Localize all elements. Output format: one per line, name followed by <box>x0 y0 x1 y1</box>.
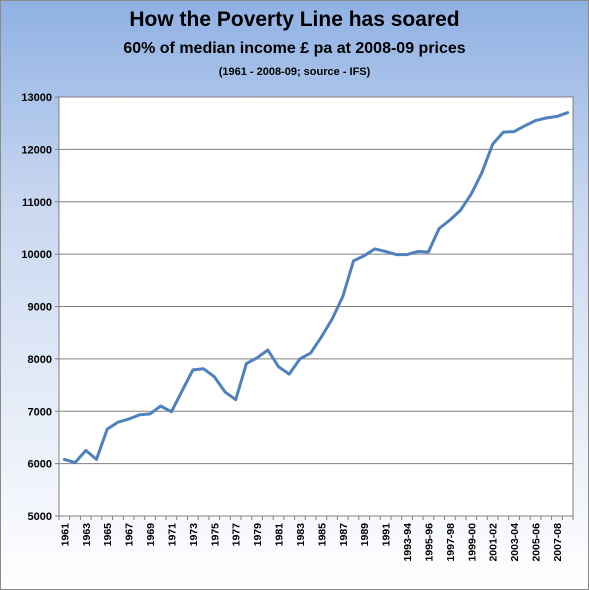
x-tick-label: 1961 <box>59 523 71 547</box>
data-point <box>427 250 430 254</box>
y-tick-label: 5000 <box>28 511 52 523</box>
x-tick-label: 1969 <box>145 523 157 547</box>
data-point <box>288 372 291 376</box>
y-tick-label: 12000 <box>21 144 52 156</box>
data-point <box>245 362 248 365</box>
data-point <box>105 427 109 431</box>
data-point <box>480 171 484 174</box>
data-point <box>373 247 377 251</box>
chart-title: How the Poverty Line has soared <box>129 8 460 31</box>
x-tick-label: 2007-08 <box>552 523 564 562</box>
x-tick-label: 1983 <box>295 523 307 547</box>
x-tick-label: 1975 <box>209 523 221 547</box>
y-tick-label: 6000 <box>28 459 52 471</box>
x-tick-label: 1993-94 <box>402 523 414 562</box>
data-point <box>73 461 77 464</box>
x-tick-label: 2005-06 <box>531 523 543 562</box>
y-tick-label: 8000 <box>28 354 52 366</box>
data-point <box>502 130 505 134</box>
data-point <box>416 250 419 253</box>
y-tick-label: 7000 <box>28 406 52 418</box>
data-point <box>277 365 280 368</box>
data-point <box>534 119 537 122</box>
data-point <box>298 357 302 361</box>
data-point <box>84 449 87 452</box>
data-point <box>523 124 527 128</box>
data-point <box>405 253 409 256</box>
chart-note: (1961 - 2008-09; source - IFS) <box>218 66 371 78</box>
x-tick-label: 1981 <box>274 523 286 547</box>
x-tick-label: 1977 <box>231 523 243 547</box>
data-point <box>545 116 548 120</box>
x-tick-label: 2001-02 <box>488 523 500 562</box>
data-point <box>234 398 237 401</box>
data-point <box>255 356 259 360</box>
data-point <box>116 421 120 424</box>
chart-subtitle: 60% of median income £ pa at 2008-09 pri… <box>123 40 466 57</box>
data-point <box>180 389 184 393</box>
data-point <box>566 111 569 114</box>
data-point <box>459 208 462 212</box>
x-tick-label: 1995-96 <box>423 523 435 562</box>
data-point <box>127 417 130 421</box>
data-point <box>437 227 441 230</box>
x-tick-label: 1965 <box>102 523 114 547</box>
data-point <box>148 412 152 416</box>
gridlines <box>59 96 573 465</box>
x-tick-label: 1987 <box>338 523 350 547</box>
x-tick-label: 1973 <box>188 523 200 547</box>
x-tick-label: 1985 <box>316 523 328 547</box>
data-point <box>320 335 323 339</box>
data-point <box>341 295 344 298</box>
x-tick-label: 1963 <box>81 523 93 547</box>
x-tick-label: 1971 <box>166 523 178 547</box>
x-tick-label: 1989 <box>359 523 371 547</box>
data-point <box>202 367 205 371</box>
x-tick-label: 2003-04 <box>509 523 521 562</box>
data-point <box>448 218 452 222</box>
data-point <box>309 351 312 355</box>
data-point <box>138 413 141 417</box>
data-point <box>512 130 516 133</box>
data-point <box>191 368 195 372</box>
data-point <box>95 458 98 461</box>
y-tick-label: 10000 <box>21 249 52 261</box>
x-tick-label: 1997-98 <box>445 523 457 562</box>
x-axis: 1961 1963 1965 1967 1969 1971 1973 1975 1977 1979… <box>58 516 574 562</box>
data-point <box>555 115 559 118</box>
data-point <box>395 253 398 256</box>
y-tick-label: 13000 <box>21 92 52 104</box>
data-point <box>63 458 66 461</box>
data-point <box>213 375 216 378</box>
series-line <box>62 111 570 465</box>
y-axis: 5000 6000 7000 8000 9000 10000 11000 12000 13000 <box>21 92 59 523</box>
x-tick-label: 1979 <box>252 523 264 547</box>
series-layer <box>62 111 570 465</box>
data-point <box>223 390 227 394</box>
x-tick-label: 1999-00 <box>466 523 478 562</box>
data-point <box>491 142 494 146</box>
data-point <box>362 254 366 257</box>
data-point <box>352 259 355 263</box>
data-point <box>266 348 270 352</box>
x-tick-label: 1967 <box>124 523 136 547</box>
data-point <box>159 404 162 408</box>
y-tick-label: 9000 <box>28 302 52 314</box>
data-point <box>470 192 473 196</box>
data-point <box>384 250 387 253</box>
data-point <box>330 317 334 321</box>
x-tick-label: 1991 <box>381 523 393 547</box>
data-point <box>170 410 173 413</box>
y-tick-label: 11000 <box>22 197 52 209</box>
